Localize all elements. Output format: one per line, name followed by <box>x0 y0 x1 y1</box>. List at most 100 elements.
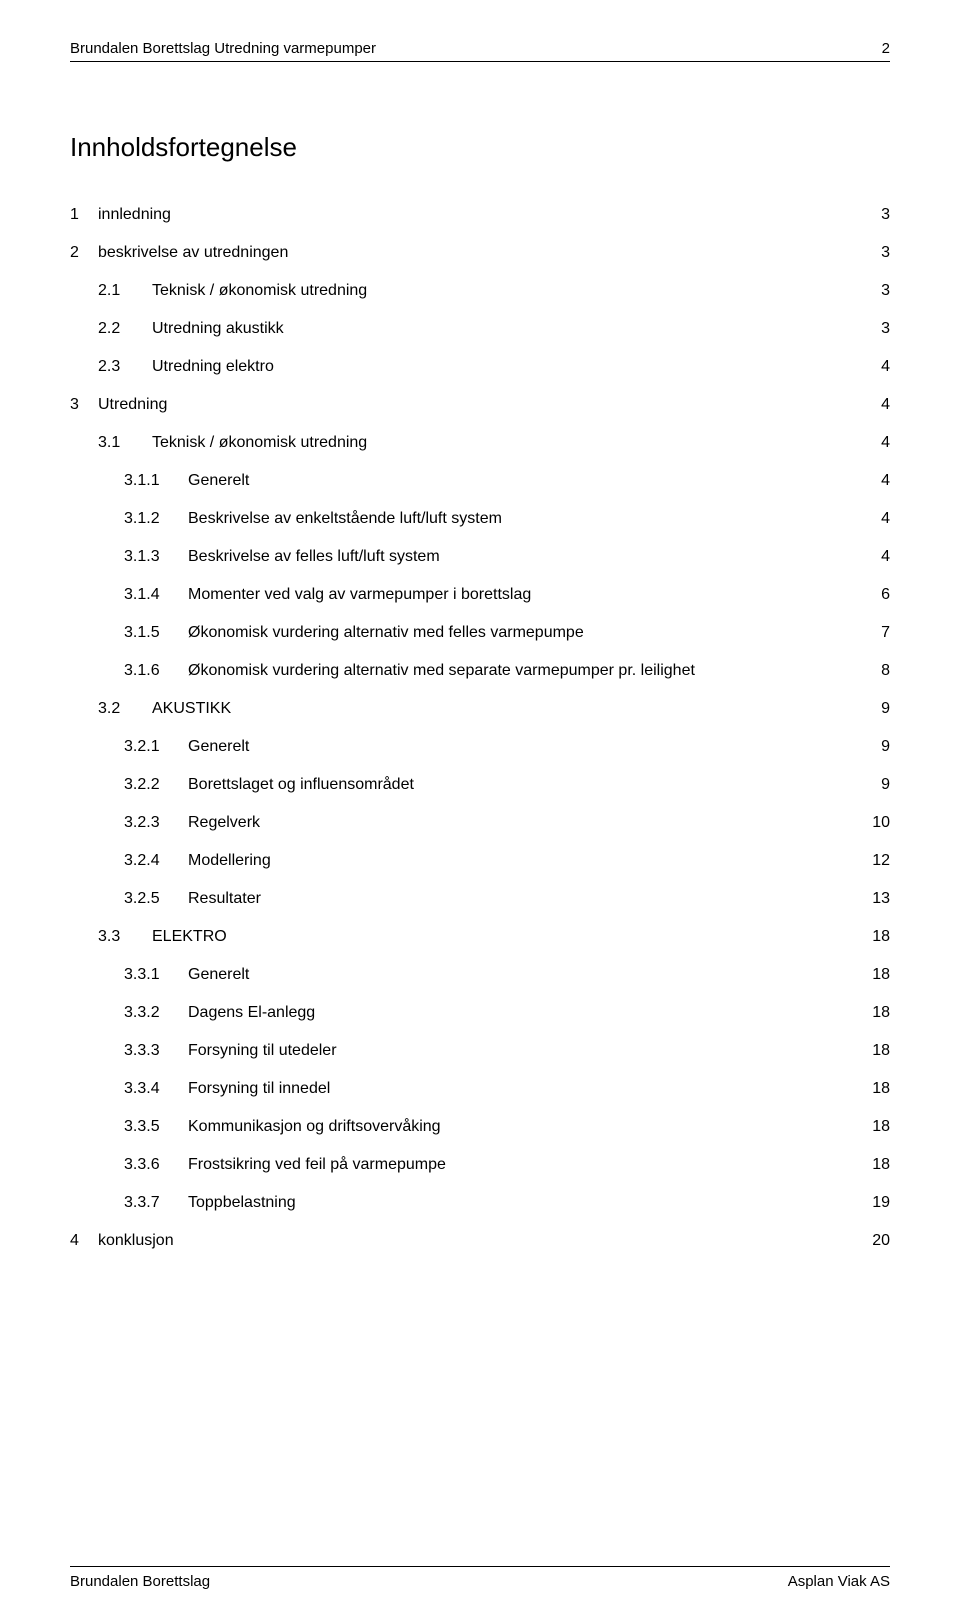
toc-entry-number: 3.3.2 <box>124 1001 188 1025</box>
toc-entry: 3Utredning4 <box>70 393 890 417</box>
page-footer: Brundalen Borettslag Asplan Viak AS <box>70 1566 890 1590</box>
toc-entry-number: 3.3 <box>98 925 152 949</box>
toc-entry-page: 10 <box>872 811 890 835</box>
toc-entry-number: 3 <box>70 393 98 417</box>
toc-entry-page: 4 <box>881 355 890 379</box>
toc-entry: 3.3.6Frostsikring ved feil på varmepumpe… <box>70 1153 890 1177</box>
footer-left: Brundalen Borettslag <box>70 1573 210 1590</box>
toc-entry: 3.2.3Regelverk 10 <box>70 811 890 835</box>
toc-entry-page: 18 <box>872 1153 890 1177</box>
toc-entry-label: Økonomisk vurdering alternativ med separ… <box>188 659 695 683</box>
toc-entry: 3.1.1Generelt4 <box>70 469 890 493</box>
page-header: Brundalen Borettslag Utredning varmepump… <box>70 40 890 62</box>
toc-list: 1innledning32beskrivelse av utredningen3… <box>70 203 890 1253</box>
footer-right: Asplan Viak AS <box>788 1573 890 1590</box>
toc-entry-number: 3.2.1 <box>124 735 188 759</box>
toc-entry: 3.2.5Resultater 13 <box>70 887 890 911</box>
toc-entry-number: 2.3 <box>98 355 152 379</box>
toc-entry-label: Utredning elektro <box>152 355 274 379</box>
toc-entry-page: 18 <box>872 1115 890 1139</box>
toc-entry: 3.2.4Modellering12 <box>70 849 890 873</box>
toc-entry-label: Utredning <box>98 393 167 417</box>
header-title: Brundalen Borettslag Utredning varmepump… <box>70 40 376 57</box>
toc-entry: 3.1.5Økonomisk vurdering alternativ med … <box>70 621 890 645</box>
toc-entry-number: 3.3.4 <box>124 1077 188 1101</box>
toc-entry: 2.2Utredning akustikk3 <box>70 317 890 341</box>
toc-entry: 3.3.2Dagens El-anlegg18 <box>70 1001 890 1025</box>
toc-entry-number: 2.2 <box>98 317 152 341</box>
toc-entry: 2.1Teknisk / økonomisk utredning3 <box>70 279 890 303</box>
toc-entry-page: 3 <box>881 279 890 303</box>
toc-entry-number: 3.3.7 <box>124 1191 188 1215</box>
document-page: Brundalen Borettslag Utredning varmepump… <box>0 0 960 1620</box>
toc-entry-number: 3.1.1 <box>124 469 188 493</box>
toc-entry-page: 18 <box>872 925 890 949</box>
toc-entry-label: ELEKTRO <box>152 925 227 949</box>
toc-entry-label: Regelverk <box>188 811 260 835</box>
toc-entry-number: 3.1.2 <box>124 507 188 531</box>
toc-entry: 3.1.6Økonomisk vurdering alternativ med … <box>70 659 890 683</box>
toc-entry-page: 19 <box>872 1191 890 1215</box>
toc-entry-page: 18 <box>872 1077 890 1101</box>
toc-entry-page: 9 <box>881 773 890 797</box>
toc-entry-label: Momenter ved valg av varmepumper i boret… <box>188 583 531 607</box>
toc-entry-number: 2 <box>70 241 98 265</box>
toc-entry-number: 2.1 <box>98 279 152 303</box>
toc-entry-page: 4 <box>881 469 890 493</box>
toc-entry-number: 3.1.5 <box>124 621 188 645</box>
toc-entry: 1innledning3 <box>70 203 890 227</box>
toc-entry-label: Økonomisk vurdering alternativ med felle… <box>188 621 584 645</box>
toc-entry: 3.3.5Kommunikasjon og driftsovervåking 18 <box>70 1115 890 1139</box>
toc-entry-number: 3.1.4 <box>124 583 188 607</box>
toc-entry-number: 3.2.4 <box>124 849 188 873</box>
toc-entry-label: Generelt <box>188 735 249 759</box>
toc-title: Innholdsfortegnelse <box>70 132 890 163</box>
toc-entry-page: 18 <box>872 963 890 987</box>
toc-entry-label: Resultater <box>188 887 261 911</box>
toc-entry: 3.2.1Generelt 9 <box>70 735 890 759</box>
toc-entry-number: 3.2 <box>98 697 152 721</box>
toc-entry-number: 3.2.3 <box>124 811 188 835</box>
toc-entry: 3.3ELEKTRO 18 <box>70 925 890 949</box>
toc-entry-page: 12 <box>872 849 890 873</box>
toc-entry-label: Kommunikasjon og driftsovervåking <box>188 1115 441 1139</box>
toc-entry-number: 3.1.6 <box>124 659 188 683</box>
toc-entry: 2beskrivelse av utredningen 3 <box>70 241 890 265</box>
toc-entry-number: 3.3.3 <box>124 1039 188 1063</box>
toc-entry-number: 3.1 <box>98 431 152 455</box>
toc-entry-page: 9 <box>881 735 890 759</box>
toc-entry-page: 13 <box>872 887 890 911</box>
toc-entry-page: 4 <box>881 431 890 455</box>
toc-entry-number: 3.1.3 <box>124 545 188 569</box>
toc-entry-number: 3.3.5 <box>124 1115 188 1139</box>
toc-entry-label: beskrivelse av utredningen <box>98 241 288 265</box>
toc-entry: 3.1.4Momenter ved valg av varmepumper i … <box>70 583 890 607</box>
toc-entry-page: 20 <box>872 1229 890 1253</box>
toc-entry-page: 9 <box>881 697 890 721</box>
toc-entry-label: Teknisk / økonomisk utredning <box>152 431 367 455</box>
toc-entry-label: AKUSTIKK <box>152 697 231 721</box>
toc-entry-page: 4 <box>881 507 890 531</box>
toc-entry-number: 3.2.5 <box>124 887 188 911</box>
toc-entry-page: 6 <box>881 583 890 607</box>
toc-entry: 3.3.7Toppbelastning 19 <box>70 1191 890 1215</box>
toc-entry-number: 3.3.6 <box>124 1153 188 1177</box>
toc-entry: 3.3.4Forsyning til innedel18 <box>70 1077 890 1101</box>
toc-entry-page: 4 <box>881 545 890 569</box>
toc-entry: 3.3.3Forsyning til utedeler18 <box>70 1039 890 1063</box>
content-area: Innholdsfortegnelse 1innledning32beskriv… <box>70 132 890 1526</box>
toc-entry-page: 3 <box>881 241 890 265</box>
toc-entry-label: Frostsikring ved feil på varmepumpe <box>188 1153 446 1177</box>
toc-entry-page: 7 <box>881 621 890 645</box>
toc-entry-label: Forsyning til utedeler <box>188 1039 337 1063</box>
toc-entry-label: innledning <box>98 203 171 227</box>
toc-entry-page: 3 <box>881 203 890 227</box>
toc-entry-page: 3 <box>881 317 890 341</box>
toc-entry-number: 3.2.2 <box>124 773 188 797</box>
toc-entry-label: Toppbelastning <box>188 1191 296 1215</box>
toc-entry: 3.1.3Beskrivelse av felles luft/luft sys… <box>70 545 890 569</box>
toc-entry-page: 8 <box>881 659 890 683</box>
toc-entry: 3.1.2Beskrivelse av enkeltstående luft/l… <box>70 507 890 531</box>
toc-entry-page: 18 <box>872 1001 890 1025</box>
toc-entry: 3.3.1Generelt18 <box>70 963 890 987</box>
